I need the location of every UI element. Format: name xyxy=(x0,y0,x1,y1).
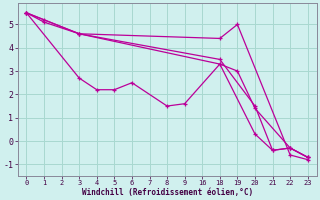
X-axis label: Windchill (Refroidissement éolien,°C): Windchill (Refroidissement éolien,°C) xyxy=(82,188,253,197)
